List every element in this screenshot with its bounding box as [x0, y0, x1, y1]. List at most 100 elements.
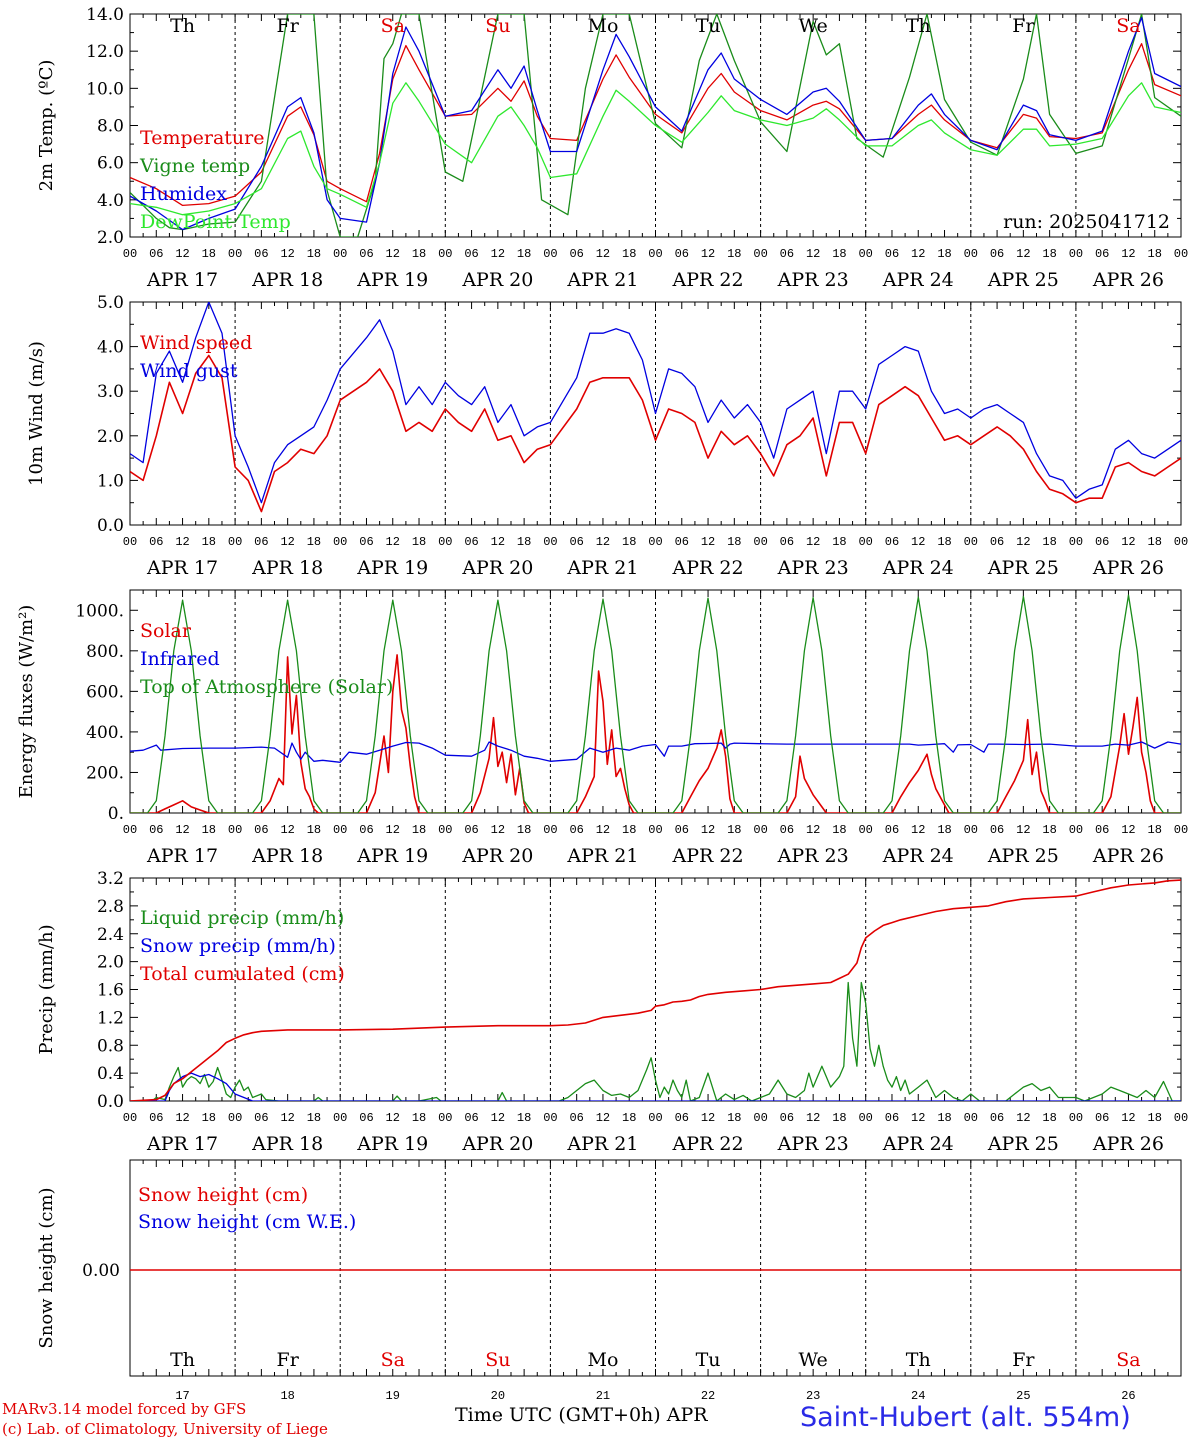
hour-label: 12: [596, 247, 610, 261]
weekday-label: Th: [170, 15, 195, 37]
series-line-total-cumulated-cm-: [130, 879, 1181, 1101]
hour-label: 00: [1069, 535, 1083, 549]
weekday-label: Fr: [277, 1349, 300, 1371]
date-label: APR 26: [1092, 269, 1164, 291]
date-label: APR 22: [672, 1133, 744, 1155]
series-line-liquid-precip-mm-h-: [130, 981, 1181, 1101]
run-label: run: 2025041712: [1003, 211, 1170, 233]
hour-label: 12: [280, 823, 294, 837]
hour-label: 00: [1174, 535, 1188, 549]
y-tick-label: 2.8: [97, 897, 124, 917]
y-tick-label: 800.: [86, 642, 124, 662]
date-label: APR 25: [987, 557, 1059, 579]
hour-label: 00: [123, 535, 137, 549]
y-tick-label: 0.4: [97, 1064, 124, 1084]
hour-label: 06: [254, 823, 268, 837]
hour-label: 12: [806, 247, 820, 261]
y-tick-label: 3.0: [97, 382, 124, 402]
hour-label: 12: [280, 1111, 294, 1125]
date-label: APR 18: [251, 845, 323, 867]
hour-label: 18: [307, 247, 321, 261]
y-axis-title: Snow height (cm): [36, 1187, 57, 1348]
hour-label: 18: [622, 535, 636, 549]
hour-label: 00: [753, 535, 767, 549]
date-label: APR 23: [777, 557, 849, 579]
hour-label: 06: [359, 823, 373, 837]
panel-4: 0.0 0.4 0.8 1.2 1.6 2.0 2.4 2.8 3.2 Precip (mm/h)…: [36, 869, 1188, 1155]
hour-label: 18: [622, 1111, 636, 1125]
hour-label: 12: [280, 247, 294, 261]
hour-label: 18: [307, 1111, 321, 1125]
hour-label: 06: [990, 823, 1004, 837]
hour-label: 00: [228, 823, 242, 837]
weekday-label: Sa: [1116, 15, 1140, 37]
hour-label: 06: [780, 535, 794, 549]
hour-label: 18: [1148, 535, 1162, 549]
hour-label: 00: [1174, 823, 1188, 837]
day-number: 24: [911, 1389, 925, 1403]
date-label: APR 26: [1092, 1133, 1164, 1155]
hour-label: 06: [464, 823, 478, 837]
weekday-label: Tu: [696, 1349, 721, 1371]
hour-label: 12: [596, 1111, 610, 1125]
hour-label: 18: [727, 535, 741, 549]
hour-label: 00: [964, 535, 978, 549]
hour-label: 06: [569, 247, 583, 261]
hour-label: 12: [701, 247, 715, 261]
hour-label: 12: [386, 535, 400, 549]
hour-label: 00: [228, 1111, 242, 1125]
hour-label: 12: [1016, 1111, 1030, 1125]
panel-3: 0. 200. 400. 600. 800. 1000. Energy fluxes (W/…: [16, 589, 1188, 867]
date-label: APR 22: [672, 845, 744, 867]
series-group: [130, 594, 1181, 813]
legend-entry: Solar: [140, 620, 192, 642]
y-axis-title: 10m Wind (m/s): [26, 341, 47, 486]
hour-label: 00: [1069, 823, 1083, 837]
hour-label: 06: [1095, 823, 1109, 837]
series-group: [130, 302, 1181, 513]
date-label: APR 18: [251, 1133, 323, 1155]
hour-label: 12: [701, 535, 715, 549]
hour-label: 06: [675, 823, 689, 837]
hour-label: 18: [937, 1111, 951, 1125]
hour-label: 06: [569, 535, 583, 549]
hour-label: 18: [937, 823, 951, 837]
hour-label: 00: [858, 1111, 872, 1125]
hour-label: 00: [1069, 1111, 1083, 1125]
y-tick-label: 400.: [86, 723, 124, 743]
y-tick-label: 1.2: [97, 1008, 124, 1028]
hour-label: 12: [175, 1111, 189, 1125]
weekday-label: Sa: [381, 1349, 405, 1371]
weekday-label: We: [799, 15, 828, 37]
weekday-label: Su: [485, 1349, 510, 1371]
y-tick-label: 12.0: [86, 42, 124, 62]
hour-label: 18: [307, 823, 321, 837]
hour-label: 00: [333, 1111, 347, 1125]
hour-label: 18: [307, 535, 321, 549]
date-label: APR 26: [1092, 557, 1164, 579]
hour-label: 18: [937, 247, 951, 261]
hour-label: 12: [701, 1111, 715, 1125]
date-label: APR 19: [356, 269, 428, 291]
hour-label: 12: [491, 535, 505, 549]
hour-label: 00: [964, 823, 978, 837]
hour-label: 18: [517, 535, 531, 549]
hour-label: 18: [832, 535, 846, 549]
hour-label: 12: [491, 823, 505, 837]
date-label: APR 17: [146, 557, 218, 579]
hour-label: 18: [412, 823, 426, 837]
hour-label: 00: [543, 247, 557, 261]
hour-label: 00: [753, 1111, 767, 1125]
hour-label: 06: [1095, 1111, 1109, 1125]
y-tick-label: 5.0: [97, 293, 124, 313]
hour-label: 00: [1174, 247, 1188, 261]
hour-label: 06: [990, 1111, 1004, 1125]
y-tick-label: 200.: [86, 763, 124, 783]
legend-entry: Wind speed: [140, 332, 252, 354]
hour-label: 06: [885, 535, 899, 549]
hour-label: 18: [832, 247, 846, 261]
hour-label: 00: [964, 247, 978, 261]
day-number: 22: [701, 1389, 715, 1403]
hour-label: 18: [727, 1111, 741, 1125]
